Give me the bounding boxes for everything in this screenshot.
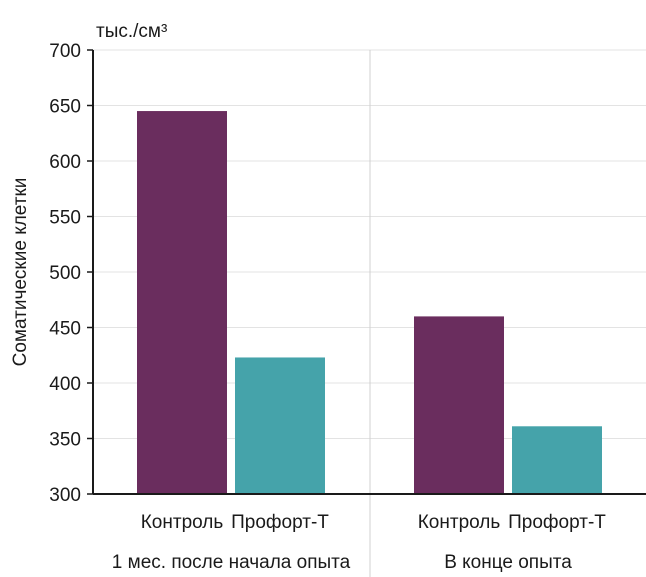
y-tick-label: 300 <box>49 485 81 506</box>
group-label: В конце опыта <box>444 552 572 573</box>
y-tick-label: 350 <box>49 430 81 451</box>
axes <box>87 49 646 495</box>
y-tick-label: 450 <box>49 319 81 340</box>
bar <box>137 111 227 495</box>
category-label: Профорт-Т <box>231 512 329 533</box>
bar <box>235 357 325 494</box>
y-tick-label: 400 <box>49 374 81 395</box>
bars <box>137 111 602 495</box>
bar <box>414 316 504 494</box>
y-tick-label: 500 <box>49 263 81 284</box>
unit-label: тыс./см³ <box>96 21 167 42</box>
category-label: Профорт-Т <box>508 512 606 533</box>
category-label: Контроль <box>418 512 501 533</box>
y-tick-label: 650 <box>49 97 81 118</box>
category-label: Контроль <box>141 512 224 533</box>
y-tick-labels: 300 350 400 450 500 550 600 650 700 <box>49 41 81 506</box>
bar <box>512 426 602 494</box>
category-labels: Контроль Профорт-Т Контроль Профорт-Т <box>141 512 607 533</box>
group-label: 1 мес. после начала опыта <box>112 552 351 573</box>
group-labels: 1 мес. после начала опыта В конце опыта <box>112 552 572 573</box>
y-tick-label: 700 <box>49 41 81 62</box>
y-tick-label: 550 <box>49 208 81 229</box>
y-axis-label: Соматические клетки <box>10 178 31 367</box>
y-tick-label: 600 <box>49 152 81 173</box>
